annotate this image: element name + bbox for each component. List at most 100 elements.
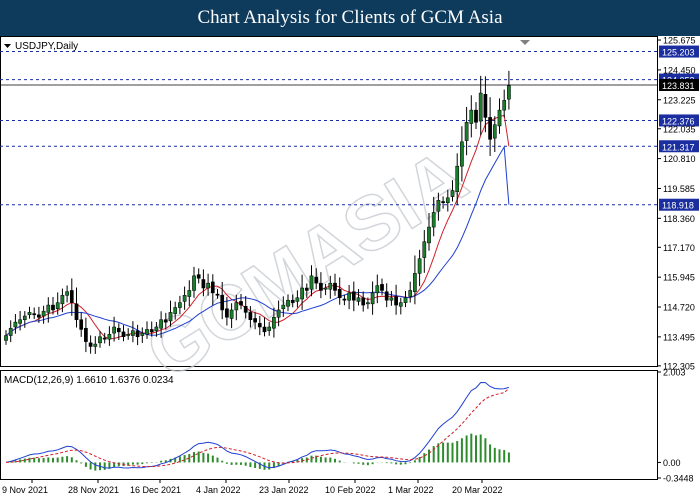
candle-bear — [319, 282, 323, 291]
candle-bull — [229, 309, 234, 319]
candle-bear — [220, 295, 225, 311]
candle-bull — [502, 100, 507, 111]
candle-bear — [243, 306, 248, 313]
candle-bull — [145, 329, 149, 335]
candle-bear — [333, 282, 337, 291]
price-tick-label: 125.675 — [663, 36, 696, 46]
candle-bull — [41, 310, 46, 317]
price-tick-label: 122.035 — [663, 124, 696, 134]
candle-bull — [436, 200, 441, 212]
candle-bull — [464, 122, 469, 141]
candle-bull — [22, 315, 27, 320]
chart-title-header: Chart Analysis for Clients of GCM Asia — [0, 0, 700, 36]
macd-tick-label: -0.3448 — [663, 474, 694, 484]
candle-bull — [173, 307, 178, 314]
price-tick-label: 120.810 — [663, 154, 696, 164]
price-tick-label: 114.720 — [663, 303, 695, 313]
candle-bull — [460, 141, 464, 167]
candle-bull — [55, 302, 60, 309]
candle-bull — [347, 292, 351, 301]
candle-bull — [46, 304, 51, 313]
candle-bear — [337, 288, 342, 299]
candle-bear — [239, 301, 243, 306]
candle-bull — [18, 319, 22, 324]
macd-indicator — [5, 381, 510, 471]
date-tick-label: 16 Dec 2021 — [130, 485, 181, 495]
level-tag-label: 125.203 — [662, 48, 695, 58]
date-tick-label: 23 Jan 2022 — [259, 485, 309, 495]
candle-bull — [356, 297, 361, 302]
candle-bear — [210, 281, 215, 294]
candlesticks — [4, 70, 511, 354]
candle-bull — [408, 290, 413, 297]
candle-bull — [178, 302, 182, 308]
candle-bear — [149, 329, 154, 333]
candle-bear — [116, 327, 121, 333]
candle-bear — [32, 313, 37, 316]
candle-bull — [413, 273, 417, 292]
candle-bull — [370, 292, 375, 305]
candle-bull — [445, 197, 450, 203]
candle-bear — [121, 331, 126, 338]
chart-shift-icon[interactable] — [520, 40, 530, 45]
price-pane — [0, 36, 658, 367]
candle-bear — [253, 318, 257, 323]
level-tag — [659, 45, 699, 58]
candle-bull — [427, 226, 431, 244]
candle-bull — [234, 302, 239, 311]
candle-bear — [84, 327, 88, 342]
date-tick-label: 20 Mar 2022 — [452, 485, 503, 495]
candle-bear — [441, 201, 445, 203]
ma-fast-line — [5, 114, 510, 340]
candle-bear — [163, 319, 168, 323]
symbol-dropdown-icon[interactable] — [4, 44, 11, 48]
candle-bear — [102, 337, 107, 340]
candle-bull — [389, 297, 394, 301]
macd-line — [5, 381, 510, 469]
candle-bull — [328, 282, 333, 290]
date-tick-label: 4 Jan 2022 — [196, 485, 241, 495]
candle-bull — [98, 336, 102, 344]
candle-bull — [4, 335, 8, 341]
chart-area: GCMASIA 125.203124.053122.376121.317118.… — [0, 36, 699, 495]
candle-bull — [8, 327, 13, 336]
price-tick-label: 119.585 — [663, 184, 695, 194]
symbol-label: USDJPY,Daily — [15, 41, 78, 52]
candle-bull — [168, 312, 173, 322]
candle-bull — [107, 334, 112, 340]
axes: 125.675 124.450 123.225 122.035 120.810 119.5… — [2, 36, 696, 495]
candle-bear — [225, 308, 229, 318]
candle-bear — [384, 291, 389, 301]
candle-bear — [361, 297, 366, 306]
date-tick-label: 9 Nov 2021 — [2, 485, 48, 495]
candle-bear — [69, 290, 74, 303]
level-tag — [659, 198, 699, 211]
candle-bear — [488, 117, 492, 140]
candle-bull — [375, 285, 380, 294]
macd-label: MACD(12,26,9) 1.6610 1.6376 0.0234 — [4, 375, 174, 386]
level-tag — [659, 140, 699, 153]
candle-bull — [93, 343, 98, 347]
candle-bear — [290, 299, 295, 303]
candle-bear — [201, 279, 206, 289]
candle-bear — [304, 287, 309, 291]
candle-bull — [478, 92, 483, 122]
candle-bull — [492, 124, 497, 139]
candle-bull — [431, 212, 436, 228]
candle-bull — [469, 109, 474, 124]
level-tag-label: 122.376 — [662, 116, 695, 126]
moving-averages — [5, 114, 510, 340]
candle-bull — [450, 190, 455, 197]
current-price-tag — [659, 78, 699, 91]
price-tick-label: 112.305 — [663, 361, 695, 371]
candle-bull — [131, 330, 135, 336]
price-tick-label: 123.225 — [663, 95, 696, 105]
candle-bull — [403, 297, 408, 303]
candle-bull — [286, 299, 290, 307]
price-tick-label: 115.945 — [663, 273, 695, 283]
candle-bear — [248, 312, 253, 320]
candle-bull — [140, 332, 145, 336]
candle-bull — [112, 326, 116, 334]
candle-bear — [380, 284, 384, 291]
candle-bull — [309, 275, 314, 290]
